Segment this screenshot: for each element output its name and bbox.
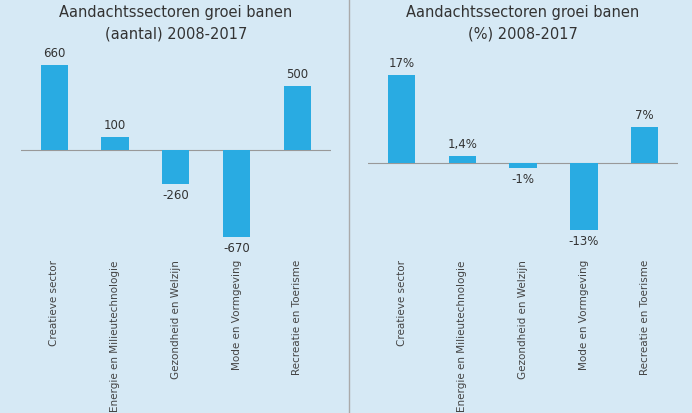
Text: 1,4%: 1,4% <box>447 138 477 151</box>
Text: -670: -670 <box>224 242 250 255</box>
Bar <box>509 163 537 169</box>
Bar <box>162 150 190 184</box>
Bar <box>101 137 129 150</box>
Text: 17%: 17% <box>388 57 415 70</box>
Text: 7%: 7% <box>635 109 654 122</box>
Bar <box>570 163 598 230</box>
Bar <box>631 127 658 163</box>
Bar <box>41 65 68 150</box>
Text: 660: 660 <box>43 47 65 60</box>
Text: -260: -260 <box>163 189 189 202</box>
Text: 500: 500 <box>286 68 309 81</box>
Bar <box>388 75 415 163</box>
Text: 100: 100 <box>104 119 126 132</box>
Text: -1%: -1% <box>511 173 535 186</box>
Bar <box>284 85 311 150</box>
Title: Aandachtssectoren groei banen
(%) 2008-2017: Aandachtssectoren groei banen (%) 2008-2… <box>406 5 639 41</box>
Bar <box>448 156 476 163</box>
Title: Aandachtssectoren groei banen
(aantal) 2008-2017: Aandachtssectoren groei banen (aantal) 2… <box>60 5 293 41</box>
Bar <box>223 150 251 237</box>
Text: -13%: -13% <box>569 235 599 248</box>
